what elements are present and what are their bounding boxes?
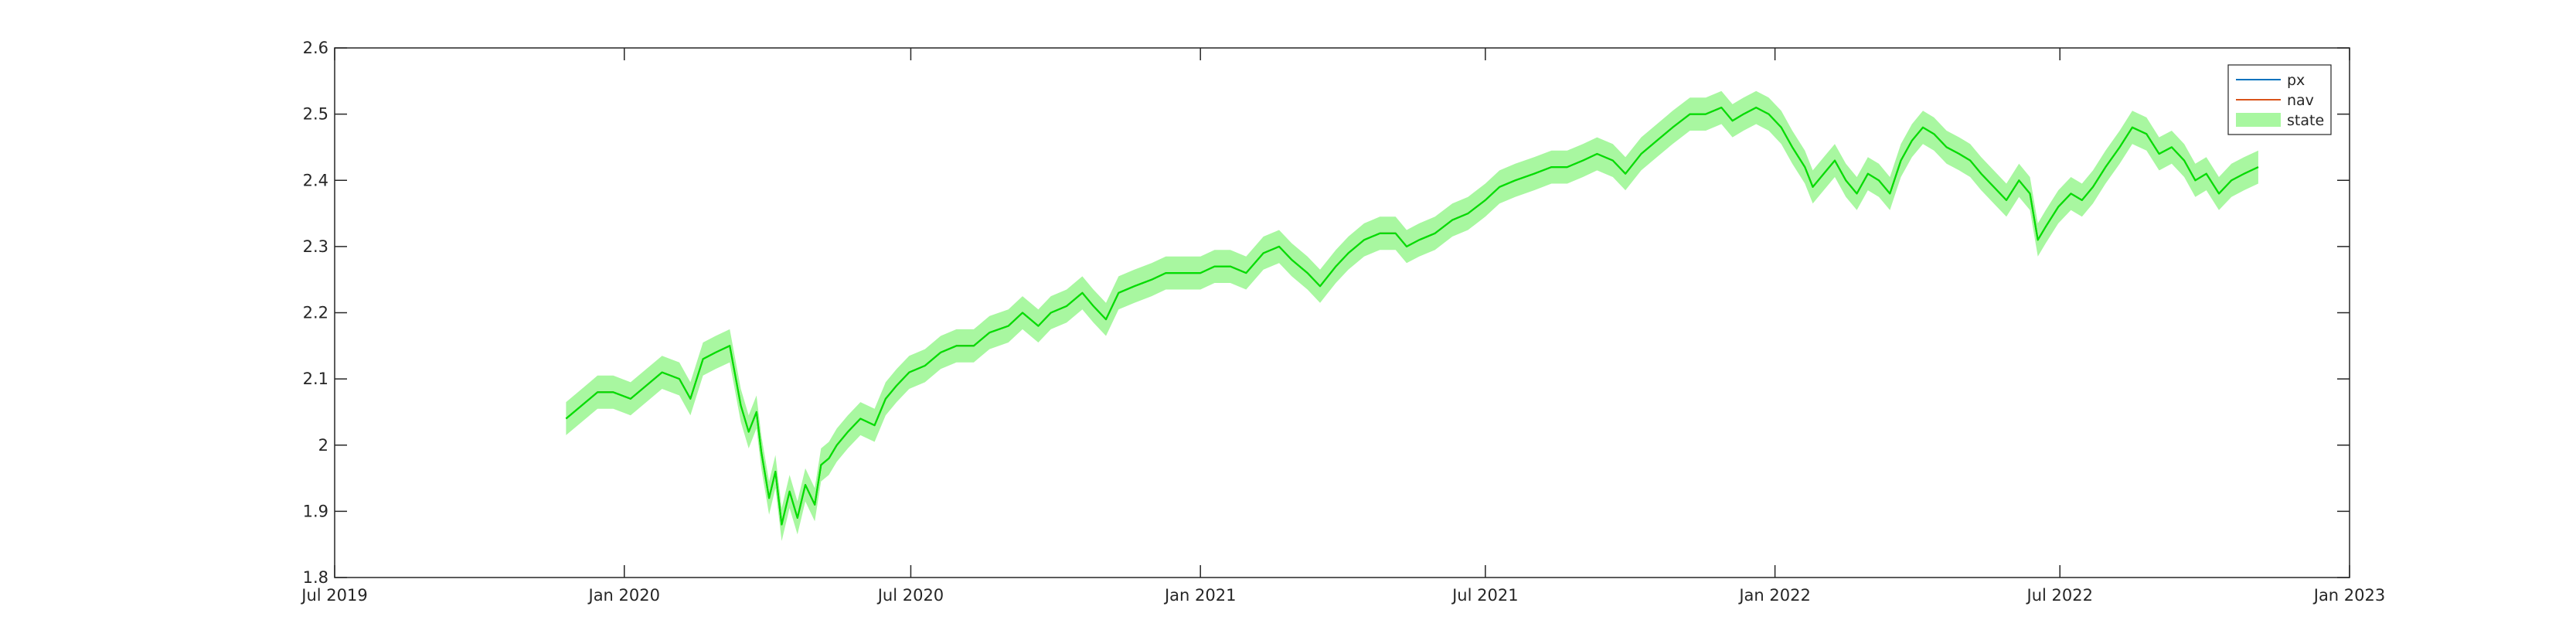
x-axis: Jul 2019 Jan 2020 Jul 2020 Jan 2021 Jul 2021… bbox=[300, 48, 2385, 605]
x-tick-label: Jul 2019 bbox=[300, 586, 367, 605]
plot-area: Jul 2019 Jan 2020 Jul 2020 Jan 2021 Jul 2021… bbox=[300, 39, 2385, 605]
legend: px nav state bbox=[2227, 64, 2332, 135]
y-tick-label: 2.5 bbox=[303, 105, 328, 124]
y-tick-label: 1.9 bbox=[303, 502, 328, 520]
legend-label-nav: nav bbox=[2287, 92, 2314, 109]
x-tick-label: Jan 2023 bbox=[2312, 586, 2386, 605]
x-tick-label: Jul 2021 bbox=[1451, 586, 1518, 605]
y-tick-label: 2.1 bbox=[303, 370, 328, 388]
x-tick-label: Jan 2021 bbox=[1163, 586, 1237, 605]
x-tick-label: Jan 2022 bbox=[1737, 586, 1811, 605]
y-tick-label: 2.2 bbox=[303, 304, 328, 322]
legend-label-state: state bbox=[2287, 112, 2324, 129]
y-axis: 1.8 1.9 2 2.1 2.2 2.3 2.4 2.5 2.6 bbox=[303, 39, 2350, 587]
y-tick-label: 2.3 bbox=[303, 237, 328, 256]
series-lines-layer bbox=[565, 107, 2259, 526]
legend-swatch-state bbox=[2236, 113, 2281, 127]
x-tick-label: Jul 2020 bbox=[876, 586, 944, 605]
series-line-state bbox=[565, 107, 2259, 526]
x-tick-label: Jul 2022 bbox=[2026, 586, 2093, 605]
y-tick-label: 1.8 bbox=[303, 568, 328, 587]
legend-label-px: px bbox=[2287, 72, 2305, 89]
y-tick-label: 2 bbox=[318, 436, 328, 455]
axes-background bbox=[335, 48, 2350, 578]
y-tick-label: 2.4 bbox=[303, 171, 328, 189]
y-tick-label: 2.6 bbox=[303, 39, 328, 57]
x-tick-label: Jan 2020 bbox=[587, 586, 661, 605]
